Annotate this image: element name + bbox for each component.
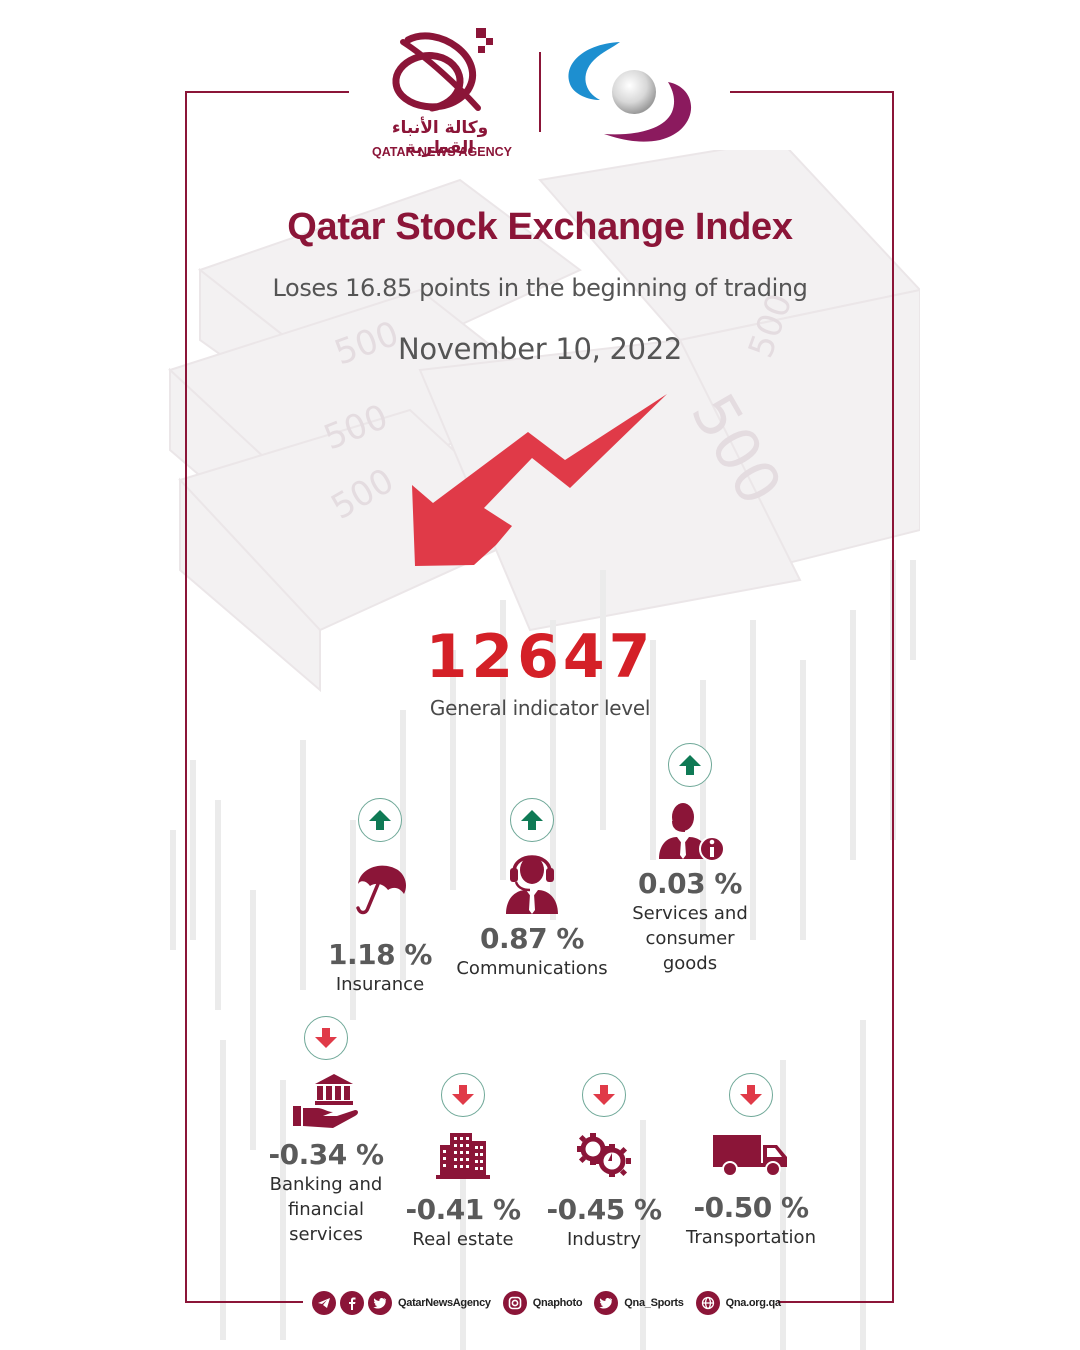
trend-up-badge — [358, 798, 402, 842]
sector-services-consumer-goods: 0.03 % Services and consumer goods — [590, 743, 790, 976]
page-subtitle: Loses 16.85 points in the beginning of t… — [272, 274, 808, 302]
instagram-icon[interactable] — [502, 1291, 527, 1315]
headset-agent-icon — [506, 855, 558, 914]
sector-industry: -0.45 % Industry — [504, 1073, 704, 1252]
logo-arabic-text: وكالة الأنباء القطرية — [391, 118, 489, 158]
twitter-icon[interactable] — [594, 1291, 619, 1315]
trend-down-badge — [582, 1073, 626, 1117]
sector-insurance: 1.18 % Insurance — [280, 798, 480, 997]
down-arrow-icon — [740, 1085, 762, 1105]
sector-change: -0.50 % — [693, 1191, 809, 1224]
index-value: 12647 — [425, 622, 655, 692]
sector-banking-financial: -0.34 % Banking and financial services — [226, 1016, 426, 1247]
sector-name-line: financial — [287, 1199, 365, 1220]
sector-change: 0.03 % — [638, 867, 742, 900]
frame-bottom-left — [185, 1301, 303, 1303]
sector-name: Industry — [566, 1229, 642, 1250]
facebook-icon[interactable] — [340, 1291, 364, 1315]
down-arrow-icon — [412, 394, 667, 566]
sector-name: Insurance — [335, 974, 425, 995]
partner-logo-icon — [568, 42, 692, 142]
umbrella-icon — [356, 865, 406, 915]
down-arrow-icon — [315, 1028, 337, 1048]
sector-change: 1.18 % — [328, 938, 432, 971]
social-handle[interactable]: Qnaphoto — [532, 1297, 583, 1309]
trend-down-badge — [441, 1073, 485, 1117]
logo-divider — [539, 52, 541, 132]
page-title: Qatar Stock Exchange Index — [287, 206, 793, 248]
gears-icon — [577, 1133, 631, 1177]
trend-down-badge — [729, 1073, 773, 1117]
sector-name-line: goods — [662, 953, 718, 974]
social-footer: QatarNewsAgency Qnaphoto Qna_Sports Qna.… — [312, 1290, 789, 1316]
sector-name: Transportation — [686, 1227, 816, 1248]
agent-info-icon — [659, 803, 725, 862]
frame-left — [185, 91, 187, 1303]
sector-name-line: Banking and — [269, 1174, 383, 1195]
sector-change: 0.87 % — [480, 922, 584, 955]
globe-icon[interactable] — [695, 1291, 720, 1315]
sector-transportation: -0.50 % Transportation — [651, 1073, 851, 1250]
telegram-icon[interactable] — [312, 1291, 336, 1315]
social-handle[interactable]: Qna.org.qa — [725, 1297, 781, 1309]
report-date: November 10, 2022 — [397, 332, 683, 366]
frame-right — [892, 91, 894, 1303]
building-icon — [436, 1133, 490, 1179]
up-arrow-icon — [521, 810, 543, 830]
trend-down-badge — [304, 1016, 348, 1060]
banknotes-background: 500 500 500 500 500 — [168, 150, 920, 693]
sector-name: Real estate — [412, 1229, 514, 1250]
frame-top-right — [730, 91, 894, 93]
truck-icon — [713, 1135, 787, 1177]
social-handle[interactable]: QatarNewsAgency — [398, 1297, 491, 1309]
sector-name-line: consumer — [645, 928, 735, 949]
social-handle[interactable]: Qna_Sports — [624, 1297, 684, 1309]
sector-communications: 0.87 % Communications — [432, 798, 632, 981]
sector-name-line: services — [289, 1224, 363, 1245]
down-arrow-icon — [452, 1085, 474, 1105]
qna-logo-icon — [392, 28, 493, 112]
trend-up-badge — [668, 743, 712, 787]
sector-real-estate: -0.41 % Real estate — [363, 1073, 563, 1252]
frame-bottom-right — [778, 1301, 894, 1303]
sector-name: Services and consumer goods — [590, 901, 790, 976]
frame-top-left — [185, 91, 349, 93]
trend-up-badge — [510, 798, 554, 842]
sector-change: -0.41 % — [405, 1193, 521, 1226]
logo-english-text: QATAR NEWS AGENCY — [371, 145, 513, 159]
sector-change: -0.34 % — [268, 1138, 384, 1171]
bank-hand-icon — [293, 1074, 358, 1128]
sector-name: Communications — [456, 958, 608, 979]
twitter-icon[interactable] — [368, 1291, 392, 1315]
sector-change: -0.45 % — [546, 1193, 662, 1226]
down-arrow-icon — [593, 1085, 615, 1105]
sector-name: Banking and financial services — [226, 1172, 426, 1247]
up-arrow-icon — [369, 810, 391, 830]
sector-name-line: Services and — [632, 903, 748, 924]
up-arrow-icon — [679, 755, 701, 775]
index-label: General indicator level — [429, 696, 651, 720]
